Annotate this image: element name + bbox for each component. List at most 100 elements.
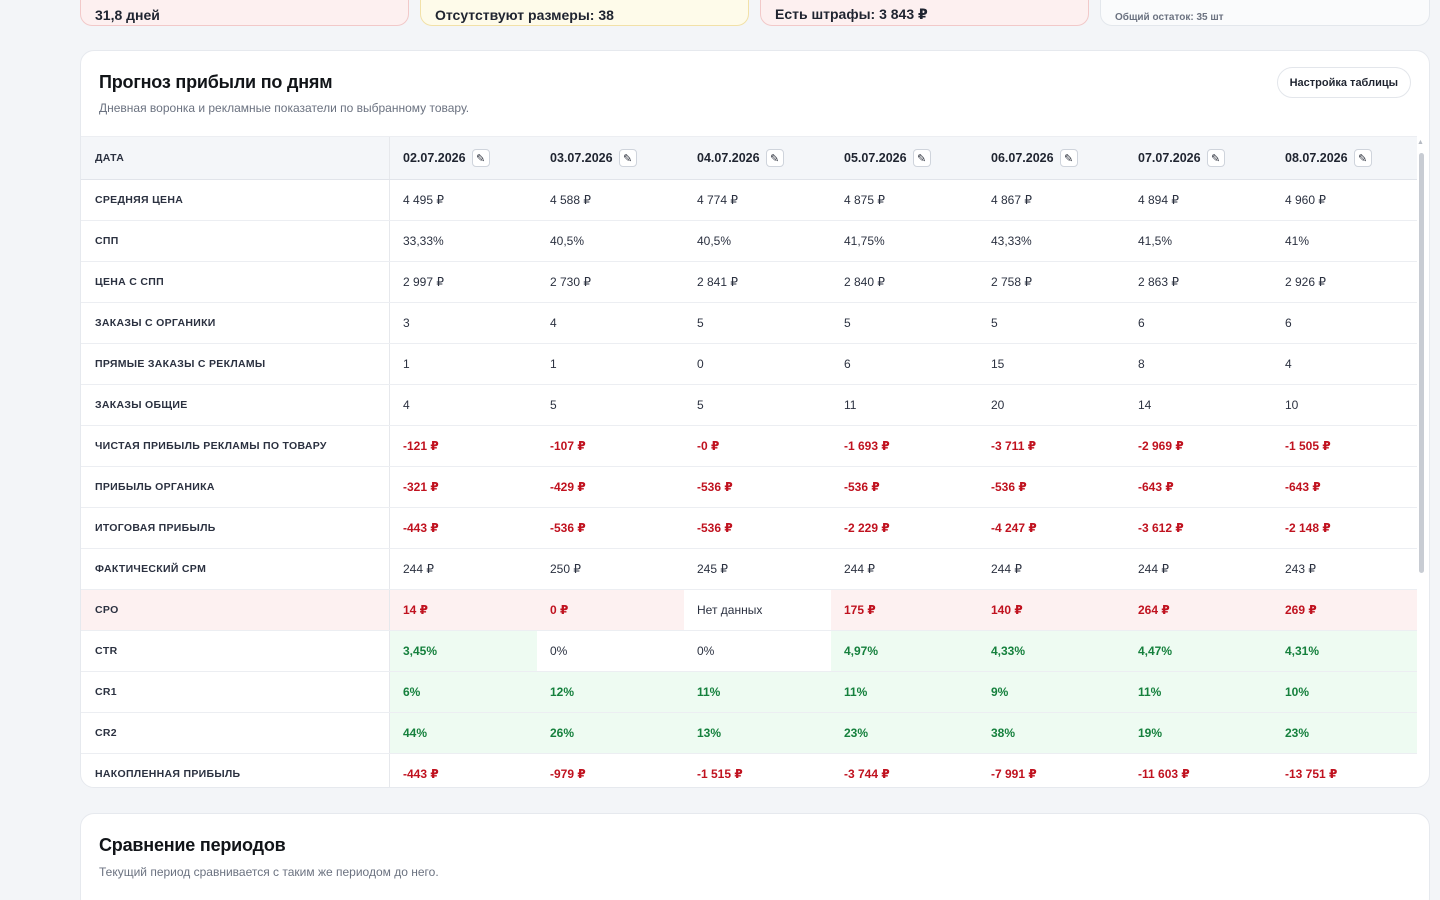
table-cell: 0 ₽	[537, 590, 684, 630]
table-cell: -979 ₽	[550, 767, 586, 781]
scroll-up-icon[interactable]: ▲	[1417, 139, 1424, 146]
table-cell: 5	[550, 398, 557, 412]
row-label: CR2	[81, 713, 390, 753]
table-row: ИТОГОВАЯ ПРИБЫЛЬ -443 ₽ -536 ₽ -536 ₽ -2 229…	[81, 508, 1417, 549]
table-cell: 5	[991, 316, 998, 330]
table-cell: 43,33%	[991, 234, 1032, 248]
table-cell: 4	[403, 398, 410, 412]
row-label: CR1	[81, 672, 390, 712]
date-col: 03.07.2026 ✎	[537, 137, 684, 179]
table-cell: 5	[697, 398, 704, 412]
alert-turnover: 31,8 дней	[80, 0, 409, 26]
table-cell: 243 ₽	[1285, 562, 1316, 576]
table-cell: 1	[403, 357, 410, 371]
table-cell: 4	[550, 316, 557, 330]
edit-date-icon[interactable]: ✎	[1059, 149, 1078, 167]
table-cell: 20	[991, 398, 1005, 412]
table-cell: 4 894 ₽	[1138, 193, 1179, 207]
row-label: ЧИСТАЯ ПРИБЫЛЬ РЕКЛАМЫ ПО ТОВАРУ	[81, 426, 390, 466]
scroll-thumb[interactable]	[1419, 153, 1424, 573]
table-cell: 2 863 ₽	[1138, 275, 1179, 289]
table-body: СРЕДНЯЯ ЦЕНА 4 495 ₽ 4 588 ₽ 4 774 ₽ 4 875 ₽…	[81, 180, 1417, 787]
table-cell: -3 711 ₽	[991, 439, 1037, 453]
table-cell: 12%	[537, 672, 684, 712]
table-cell: -2 229 ₽	[844, 521, 890, 535]
edit-date-icon[interactable]: ✎	[1206, 149, 1225, 167]
table-cell: -1 515 ₽	[697, 767, 743, 781]
table-cell: 269 ₽	[1272, 590, 1417, 630]
table-cell: 26%	[537, 713, 684, 753]
table-cell: 6	[1285, 316, 1292, 330]
table-cell: -2 148 ₽	[1285, 521, 1331, 535]
alert-fines: Есть штрафы: 3 843 ₽	[760, 0, 1089, 26]
table-cell: 0%	[537, 631, 684, 671]
table-cell: -3 612 ₽	[1138, 521, 1184, 535]
table-row: CR2 44% 26% 13% 23% 38% 19% 23%	[81, 713, 1417, 754]
table-cell: 2 730 ₽	[550, 275, 591, 289]
table-cell: -1 693 ₽	[844, 439, 890, 453]
date-col: 02.07.2026 ✎	[390, 137, 537, 179]
edit-date-icon[interactable]: ✎	[618, 149, 637, 167]
table-cell: 3	[403, 316, 410, 330]
table-cell: 14	[1138, 398, 1152, 412]
table-settings-button[interactable]: Настройка таблицы	[1276, 67, 1411, 98]
edit-date-icon[interactable]: ✎	[471, 149, 490, 167]
table-row: CR1 6% 12% 11% 11% 9% 11% 10%	[81, 672, 1417, 713]
table-cell: -1 505 ₽	[1285, 439, 1331, 453]
table-row: CTR 3,45% 0% 0% 4,97% 4,33% 4,47% 4,31%	[81, 631, 1417, 672]
edit-date-icon[interactable]: ✎	[1353, 149, 1372, 167]
table-row: ПРИБЫЛЬ ОРГАНИКА -321 ₽ -429 ₽ -536 ₽ -536 ₽…	[81, 467, 1417, 508]
edit-date-icon[interactable]: ✎	[912, 149, 931, 167]
date-col: 08.07.2026 ✎	[1272, 137, 1417, 179]
compare-card: Сравнение периодов Текущий период сравни…	[80, 813, 1430, 900]
table-cell: 40,5%	[550, 234, 585, 248]
edit-date-icon[interactable]: ✎	[765, 149, 784, 167]
table-cell: -4 247 ₽	[991, 521, 1037, 535]
table-cell: -643 ₽	[1138, 480, 1174, 494]
table-cell: 6	[1138, 316, 1145, 330]
table-cell: 4 875 ₽	[844, 193, 885, 207]
table-row: СПП 33,33% 40,5% 40,5% 41,75% 43,33% 41,5% 41%	[81, 221, 1417, 262]
table-cell: -321 ₽	[403, 480, 439, 494]
compare-title: Сравнение периодов	[99, 835, 286, 855]
table-cell: 11%	[1125, 672, 1272, 712]
table-cell: 5	[844, 316, 851, 330]
table-cell: 11%	[831, 672, 978, 712]
left-gutter	[0, 0, 62, 900]
table-cell: 23%	[1272, 713, 1417, 753]
table-cell: -536 ₽	[844, 480, 880, 494]
row-label: ЦЕНА С СПП	[81, 262, 390, 302]
table-cell: -7 991 ₽	[991, 767, 1037, 781]
row-label: НАКОПЛЕННАЯ ПРИБЫЛЬ	[81, 754, 390, 787]
date-header: ДАТА	[81, 137, 390, 179]
table-cell: 0%	[684, 631, 831, 671]
table-row: НАКОПЛЕННАЯ ПРИБЫЛЬ -443 ₽ -979 ₽ -1 515 ₽ -…	[81, 754, 1417, 787]
table-cell: -429 ₽	[550, 480, 586, 494]
table-cell: -3 744 ₽	[844, 767, 890, 781]
row-label: СРЕДНЯЯ ЦЕНА	[81, 180, 390, 220]
table-cell: 41,5%	[1138, 234, 1173, 248]
row-label: ФАКТИЧЕСКИЙ CPM	[81, 549, 390, 589]
table-cell: 4 867 ₽	[991, 193, 1032, 207]
table-cell: Нет данных	[684, 590, 831, 630]
table-cell: 1	[550, 357, 557, 371]
table-cell: 4,97%	[831, 631, 978, 671]
table-cell: 6	[844, 357, 851, 371]
table-cell: 14 ₽	[390, 590, 537, 630]
forecast-title: Прогноз прибыли по дням	[99, 72, 333, 92]
row-label: ПРИБЫЛЬ ОРГАНИКА	[81, 467, 390, 507]
table-cell: 9%	[978, 672, 1125, 712]
table-row: ПРЯМЫЕ ЗАКАЗЫ С РЕКЛАМЫ 1 1 0 6 15 8 4	[81, 344, 1417, 385]
table-cell: 11%	[684, 672, 831, 712]
table-row: ЗАКАЗЫ С ОРГАНИКИ 3 4 5 5 5 6 6	[81, 303, 1417, 344]
table-cell: 2 840 ₽	[844, 275, 885, 289]
table-cell: 33,33%	[403, 234, 444, 248]
table-cell: 5	[697, 316, 704, 330]
table-cell: 44%	[390, 713, 537, 753]
row-label: ИТОГОВАЯ ПРИБЫЛЬ	[81, 508, 390, 548]
table-cell: 8	[1138, 357, 1145, 371]
table-cell: -536 ₽	[550, 521, 586, 535]
table-cell: -107 ₽	[550, 439, 586, 453]
table-cell: 4 588 ₽	[550, 193, 591, 207]
table-scrollbar[interactable]: ▲ ▼	[1417, 139, 1425, 787]
